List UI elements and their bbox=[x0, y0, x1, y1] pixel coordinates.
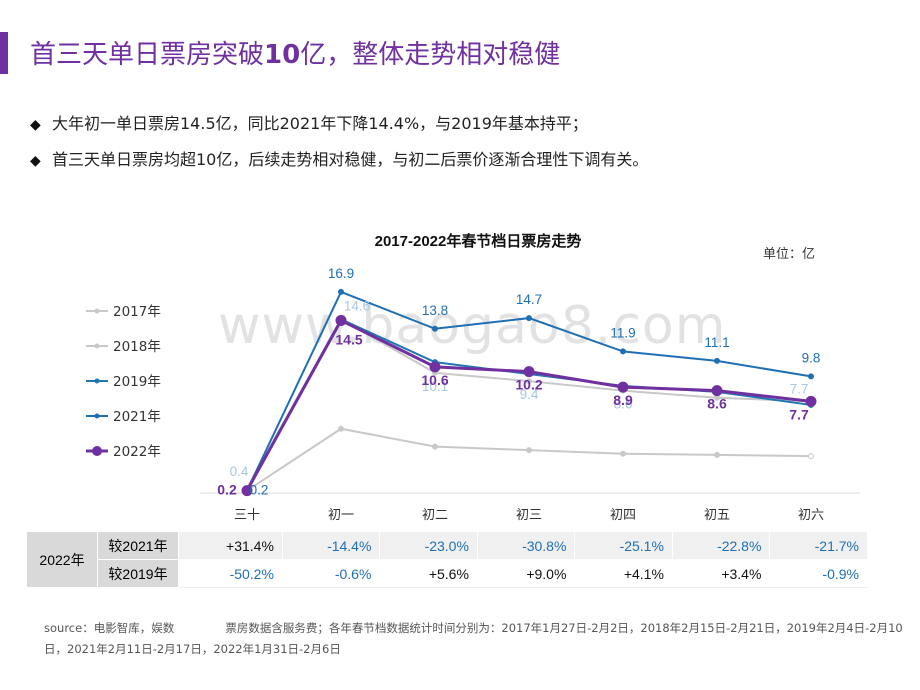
x-tick-label: 三十 bbox=[234, 508, 260, 523]
source-text: source：电影智库，娱数 bbox=[44, 621, 175, 635]
x-tick-label: 初三 bbox=[516, 508, 542, 523]
legend-swatch-marker bbox=[94, 378, 100, 384]
year-cell: 2022年 bbox=[26, 531, 98, 588]
x-tick-label: 初六 bbox=[798, 508, 824, 523]
data-label: 10.6 bbox=[421, 372, 448, 388]
data-label: 11.1 bbox=[704, 335, 729, 350]
legend-swatch-marker bbox=[94, 413, 100, 419]
legend-label: 2022年 bbox=[113, 444, 161, 460]
series-point bbox=[714, 451, 720, 458]
x-tick-label: 初五 bbox=[704, 508, 730, 523]
data-label: 8.6 bbox=[614, 397, 633, 412]
data-label: 8.9 bbox=[613, 392, 633, 408]
title-bold-number: 10 bbox=[264, 40, 301, 70]
data-label: 16.9 bbox=[328, 266, 354, 281]
diamond-bullet-icon: ◆ bbox=[30, 153, 41, 169]
row-label: 较2021年 bbox=[97, 531, 179, 560]
series-point bbox=[808, 453, 814, 460]
legend-label: 2017年 bbox=[113, 304, 161, 320]
table-cell: +9.0% bbox=[476, 559, 576, 588]
data-label: 11.9 bbox=[610, 325, 635, 340]
legend-label: 2019年 bbox=[113, 374, 161, 390]
data-label: 0.2 bbox=[250, 483, 269, 498]
data-label: 0.2 bbox=[217, 482, 237, 498]
data-label: 14.6 bbox=[344, 298, 370, 313]
series-point bbox=[620, 450, 626, 457]
table-cell: -0.9% bbox=[769, 559, 868, 588]
legend-swatch-marker bbox=[92, 446, 102, 456]
note-text: 票房数据含服务费；各年春节档数据统计时间分别为：2017年1月27日-2月2日，… bbox=[44, 621, 903, 656]
data-label: 9.4 bbox=[520, 387, 539, 402]
table-row: 2022年 较2021年 +31.4% -14.4% -23.0% -30.8%… bbox=[26, 531, 868, 588]
table-cell: -30.8% bbox=[476, 531, 576, 560]
legend-label: 2018年 bbox=[113, 339, 161, 355]
series-point bbox=[620, 348, 626, 355]
bullet-item: ◆ 首三天单日票房均超10亿，后续走势相对稳健，与初二后票价逐渐合理性下调有关。 bbox=[30, 146, 648, 182]
series-point bbox=[526, 447, 532, 454]
data-label: 7.7 bbox=[790, 381, 809, 396]
series-point bbox=[617, 381, 629, 393]
series-line bbox=[246, 427, 812, 492]
table-row: 较2019年 -50.2% -0.6% +5.6% +9.0% +4.1% +3… bbox=[27, 559, 868, 588]
table-cell: +3.4% bbox=[671, 559, 771, 588]
data-label: 7.7 bbox=[789, 406, 809, 422]
table-cell: -14.4% bbox=[281, 531, 381, 560]
diamond-bullet-icon: ◆ bbox=[30, 117, 41, 133]
table-cell: +31.4% bbox=[178, 531, 283, 560]
unit-label: 单位：亿 bbox=[763, 247, 815, 262]
page-title: 首三天单日票房突破10亿，整体走势相对稳健 bbox=[30, 40, 561, 70]
series-point bbox=[338, 288, 344, 295]
table-cell: -22.8% bbox=[671, 531, 771, 560]
table-cell: +4.1% bbox=[574, 559, 673, 588]
table-cell: -23.0% bbox=[379, 531, 478, 560]
table-cell: -21.7% bbox=[769, 531, 868, 560]
data-label: 14.5 bbox=[335, 331, 362, 347]
box-office-line-chart: 2017-2022年春节档日票房走势 单位：亿 三十 初一 初二 初三 初四 初五 初六 0… bbox=[86, 232, 860, 523]
legend-swatch-marker bbox=[94, 343, 100, 349]
data-label: 14.7 bbox=[516, 292, 542, 307]
title-accent-bar bbox=[0, 32, 8, 74]
bullet-item: ◆ 大年初一单日票房14.5亿，同比2021年下降14.4%，与2019年基本持平… bbox=[30, 110, 648, 146]
series-point bbox=[526, 378, 532, 385]
footnote: source：电影智库，娱数 票房数据含服务费；各年春节档数据统计时间分别为：2… bbox=[44, 618, 904, 660]
legend-label: 2021年 bbox=[113, 409, 161, 425]
series-point bbox=[432, 325, 438, 332]
series-point bbox=[338, 425, 344, 432]
row-label: 较2019年 bbox=[97, 559, 179, 588]
table-cell: -25.1% bbox=[574, 531, 673, 560]
series-point bbox=[805, 395, 817, 407]
legend-swatch-marker bbox=[94, 308, 100, 314]
data-label: 0.4 bbox=[230, 464, 249, 479]
data-label: 10.1 bbox=[422, 379, 448, 394]
x-axis-ticks: 三十 初一 初二 初三 初四 初五 初六 bbox=[234, 508, 824, 523]
series-point bbox=[711, 385, 723, 397]
bullet-list: ◆ 大年初一单日票房14.5亿，同比2021年下降14.4%，与2019年基本持平… bbox=[30, 110, 648, 182]
comparison-table: 2022年 较2021年 +31.4% -14.4% -23.0% -30.8%… bbox=[26, 531, 868, 588]
series-point bbox=[335, 314, 347, 326]
data-label-layer: 0.4 14.6 10.1 9.4 8.6 7.7 16.9 13.8 14.7 11.9 11.1… bbox=[217, 266, 820, 498]
data-label: 13.8 bbox=[422, 303, 448, 318]
series-point bbox=[432, 443, 438, 450]
x-tick-label: 初一 bbox=[328, 508, 354, 523]
table-cell: +5.6% bbox=[379, 559, 478, 588]
data-label: 9.8 bbox=[802, 350, 821, 365]
legend: 2017年 2018年 2019年 2021年 2022年 bbox=[86, 304, 161, 460]
data-label: 8.6 bbox=[707, 396, 727, 412]
chart-title: 2017-2022年春节档日票房走势 bbox=[375, 232, 582, 250]
series-point bbox=[808, 373, 814, 380]
watermark: www.baogao8.com bbox=[218, 296, 727, 356]
x-tick-label: 初四 bbox=[610, 508, 636, 523]
table-cell: -50.2% bbox=[178, 559, 283, 588]
series-point bbox=[526, 315, 532, 322]
data-label: 10.2 bbox=[515, 377, 542, 393]
series-point bbox=[523, 366, 535, 378]
series-point bbox=[241, 485, 253, 497]
series-point bbox=[429, 361, 441, 373]
table-cell: -0.6% bbox=[281, 559, 381, 588]
series-layer bbox=[241, 288, 817, 497]
x-tick-label: 初二 bbox=[422, 508, 448, 523]
series-point bbox=[714, 357, 720, 364]
